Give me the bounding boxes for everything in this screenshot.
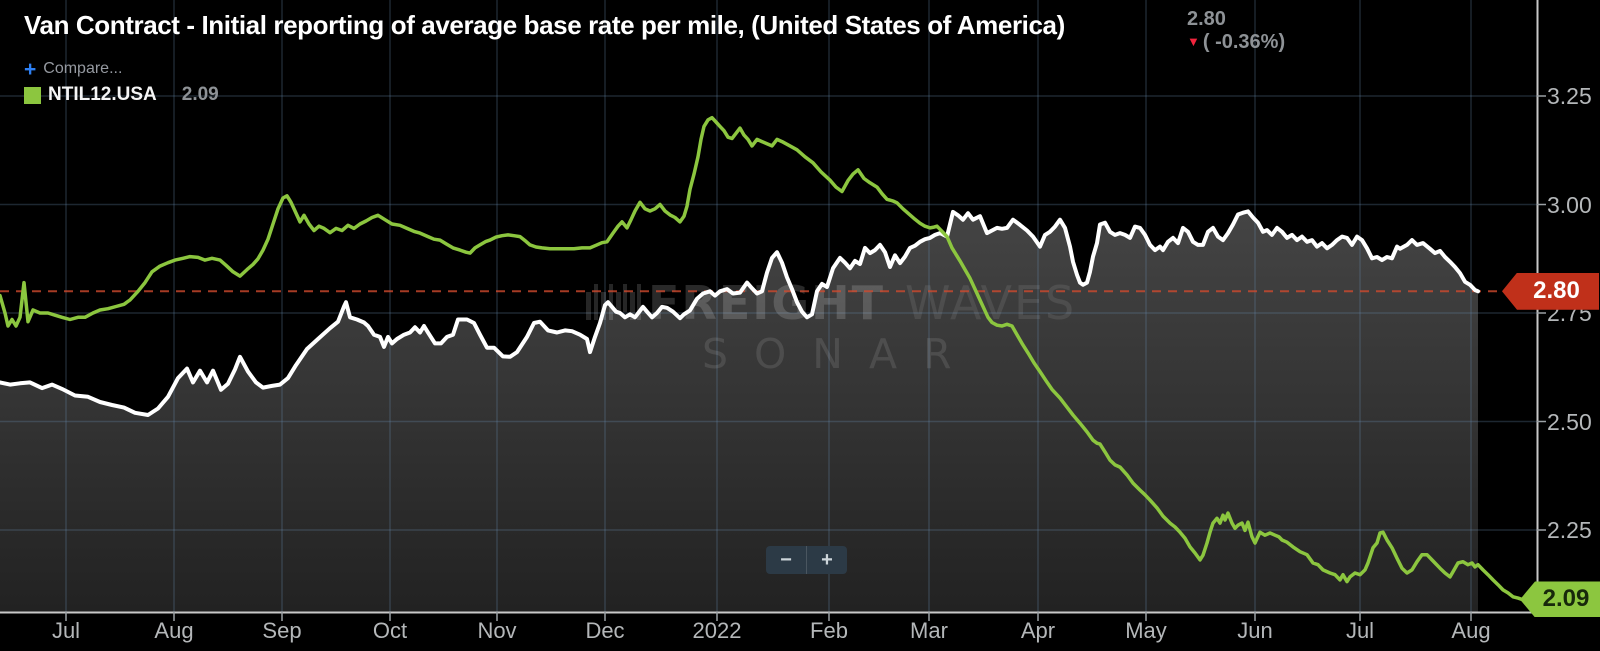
series-symbol: NTIL12.USA xyxy=(48,84,157,105)
tick-marks xyxy=(65,95,1546,621)
compare-label: Compare... xyxy=(43,60,123,77)
x-axis-label: Feb xyxy=(810,618,848,643)
watermark-sonar: SONAR xyxy=(702,330,978,378)
x-axis-label: Jul xyxy=(1345,618,1375,643)
change-percent: ( -0.36%) xyxy=(1202,31,1286,53)
x-axis-label: Oct xyxy=(372,618,408,643)
x-axis-label: Dec xyxy=(585,618,625,643)
x-axis-label: Aug xyxy=(1451,618,1491,643)
last-value-block: 2.80 ▼ ( -0.36%) xyxy=(1187,8,1285,53)
y-axis-label: 3.00 xyxy=(1547,191,1592,218)
ntil12-series-line xyxy=(0,115,1524,602)
x-axis-label: Apr xyxy=(1020,618,1056,643)
area-fill xyxy=(0,211,1478,612)
x-axis-label: Sep xyxy=(262,618,302,643)
zoom-in-button[interactable]: + xyxy=(806,546,847,574)
gridlines xyxy=(0,0,1537,612)
compare-button[interactable]: + Compare... xyxy=(24,57,219,81)
y-axis-label: 2.25 xyxy=(1547,517,1592,543)
zoom-out-button[interactable]: − xyxy=(780,549,792,571)
legend: + Compare... NTIL12.USA 2.09 xyxy=(24,57,219,106)
zoom-control: − + xyxy=(766,546,847,574)
page-title: Van Contract - Initial reporting of aver… xyxy=(24,10,1065,40)
last-price-badge-ntil12: 2.09 xyxy=(1520,581,1600,618)
x-axis-label: Jun xyxy=(1237,618,1273,643)
series-last-value: 2.09 xyxy=(181,84,219,105)
legend-item-ntil12[interactable]: NTIL12.USA 2.09 xyxy=(24,84,219,106)
watermark-freight: FREIGHT xyxy=(648,276,885,330)
x-axis-label: Nov xyxy=(477,618,517,643)
x-axis-label: 2022 xyxy=(692,618,742,643)
x-axis-label: Aug xyxy=(154,618,194,643)
last-value: 2.80 xyxy=(1187,8,1226,30)
x-axis-label: May xyxy=(1125,618,1167,643)
van-contract-series-line xyxy=(0,209,1480,417)
y-axis-label: 2.50 xyxy=(1547,408,1592,435)
last-price-badge-van: 2.80 xyxy=(1502,272,1599,310)
change-down-arrow-icon: ▼ xyxy=(1187,33,1200,49)
plus-icon: + xyxy=(24,57,37,81)
x-axis-label: Mar xyxy=(910,618,948,643)
x-axis-label: Jul xyxy=(51,618,81,643)
series-color-swatch xyxy=(24,86,41,104)
y-axis-label: 3.25 xyxy=(1547,83,1592,109)
